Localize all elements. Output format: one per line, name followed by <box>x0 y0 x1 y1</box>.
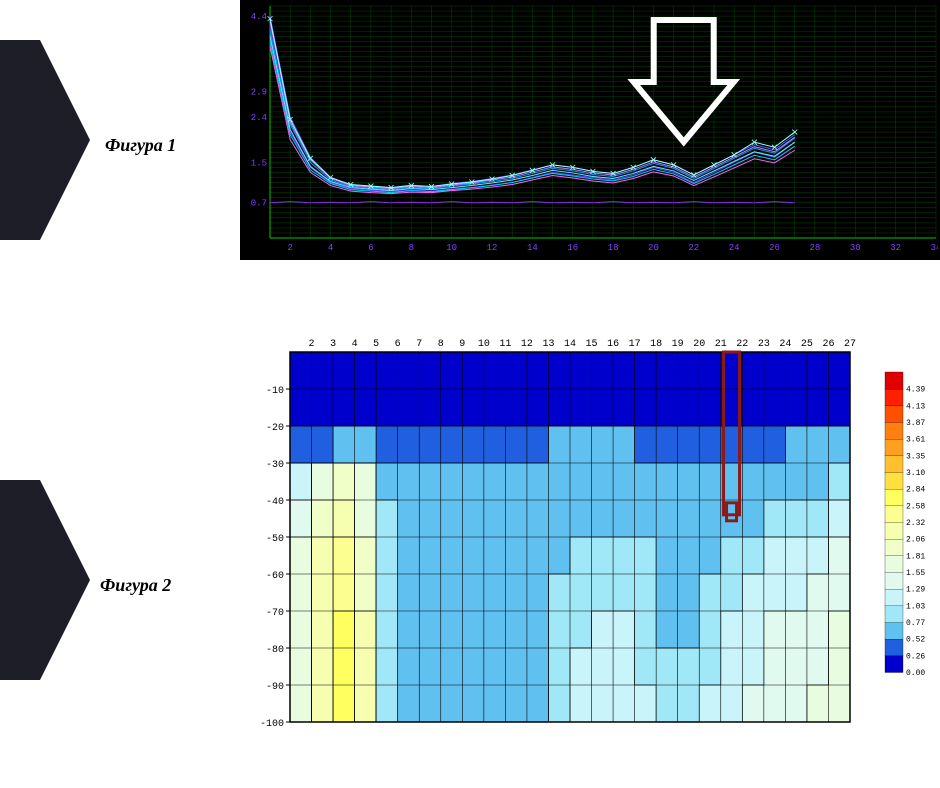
svg-text:28: 28 <box>810 243 821 253</box>
svg-text:0.52: 0.52 <box>906 636 925 645</box>
svg-text:-50: -50 <box>266 534 284 545</box>
svg-text:22: 22 <box>736 339 748 350</box>
svg-text:3.35: 3.35 <box>906 452 925 461</box>
figure1-label: Фигура 1 <box>105 135 176 156</box>
svg-text:10: 10 <box>478 339 490 350</box>
pointer-fig1 <box>0 40 100 240</box>
svg-text:26: 26 <box>769 243 780 253</box>
svg-text:14: 14 <box>527 243 538 253</box>
svg-text:3.87: 3.87 <box>906 419 925 428</box>
pointer-arrow-icon <box>0 40 100 240</box>
figure2-label: Фигура 2 <box>100 575 171 596</box>
svg-text:6: 6 <box>368 243 373 253</box>
svg-text:0.77: 0.77 <box>906 619 925 628</box>
svg-text:2: 2 <box>287 243 292 253</box>
svg-text:8: 8 <box>409 243 414 253</box>
svg-text:0.00: 0.00 <box>906 669 925 678</box>
svg-text:3.61: 3.61 <box>906 436 925 445</box>
svg-text:20: 20 <box>693 339 705 350</box>
pointer-arrow-icon <box>0 480 100 680</box>
svg-text:15: 15 <box>586 339 598 350</box>
svg-text:0.26: 0.26 <box>906 652 925 661</box>
svg-text:32: 32 <box>890 243 901 253</box>
svg-text:0.7: 0.7 <box>251 199 267 209</box>
svg-text:-80: -80 <box>266 645 284 656</box>
pointer-fig2 <box>0 480 100 680</box>
svg-text:34: 34 <box>931 243 938 253</box>
noise-svg <box>210 760 940 774</box>
svg-text:22: 22 <box>688 243 699 253</box>
svg-text:-20: -20 <box>266 423 284 434</box>
svg-text:-30: -30 <box>266 460 284 471</box>
svg-text:4.4: 4.4 <box>251 12 267 22</box>
svg-text:1.5: 1.5 <box>251 158 267 168</box>
figure2-chart: 2345678910111213141516171819202122232425… <box>240 330 940 730</box>
svg-text:1.55: 1.55 <box>906 569 925 578</box>
svg-text:1.81: 1.81 <box>906 552 925 561</box>
svg-text:25: 25 <box>801 339 813 350</box>
svg-text:-70: -70 <box>266 608 284 619</box>
figure1-chart: 0.71.52.42.94.42468101214161820222426283… <box>240 0 940 260</box>
svg-text:6: 6 <box>395 339 401 350</box>
svg-text:10: 10 <box>446 243 457 253</box>
svg-text:27: 27 <box>844 339 856 350</box>
svg-text:17: 17 <box>629 339 641 350</box>
figure1-svg: 0.71.52.42.94.42468101214161820222426283… <box>242 2 938 258</box>
page: Фигура 1 0.71.52.42.94.42468101214161820… <box>0 0 940 788</box>
svg-text:-60: -60 <box>266 571 284 582</box>
svg-text:2: 2 <box>309 339 315 350</box>
svg-text:19: 19 <box>672 339 684 350</box>
svg-text:9: 9 <box>459 339 465 350</box>
svg-text:4: 4 <box>328 243 333 253</box>
figure2-svg: 2345678910111213141516171819202122232425… <box>240 330 940 730</box>
svg-text:8: 8 <box>438 339 444 350</box>
svg-text:20: 20 <box>648 243 659 253</box>
svg-text:12: 12 <box>521 339 533 350</box>
svg-text:1.03: 1.03 <box>906 602 925 611</box>
svg-text:2.4: 2.4 <box>251 113 267 123</box>
svg-text:14: 14 <box>564 339 576 350</box>
svg-text:-40: -40 <box>266 497 284 508</box>
svg-text:2.84: 2.84 <box>906 486 925 495</box>
svg-text:24: 24 <box>729 243 740 253</box>
svg-text:18: 18 <box>650 339 662 350</box>
svg-text:23: 23 <box>758 339 770 350</box>
svg-text:5: 5 <box>373 339 379 350</box>
svg-text:26: 26 <box>822 339 834 350</box>
svg-text:4: 4 <box>352 339 358 350</box>
noise-strip <box>210 760 940 774</box>
svg-text:1.29: 1.29 <box>906 586 925 595</box>
svg-text:7: 7 <box>416 339 422 350</box>
svg-text:11: 11 <box>499 339 511 350</box>
svg-text:30: 30 <box>850 243 861 253</box>
svg-text:3.10: 3.10 <box>906 469 925 478</box>
svg-text:2.32: 2.32 <box>906 519 925 528</box>
svg-text:2.06: 2.06 <box>906 536 925 545</box>
svg-text:13: 13 <box>542 339 554 350</box>
svg-text:4.13: 4.13 <box>906 402 925 411</box>
svg-text:16: 16 <box>607 339 619 350</box>
svg-text:2.9: 2.9 <box>251 88 267 98</box>
svg-text:4.39: 4.39 <box>906 386 925 395</box>
svg-text:24: 24 <box>779 339 791 350</box>
svg-text:3: 3 <box>330 339 336 350</box>
svg-text:-100: -100 <box>260 719 284 730</box>
svg-text:-90: -90 <box>266 682 284 693</box>
svg-text:18: 18 <box>608 243 619 253</box>
svg-text:16: 16 <box>567 243 578 253</box>
svg-text:2.58: 2.58 <box>906 502 925 511</box>
svg-text:21: 21 <box>715 339 727 350</box>
svg-text:-10: -10 <box>266 386 284 397</box>
svg-text:12: 12 <box>487 243 498 253</box>
